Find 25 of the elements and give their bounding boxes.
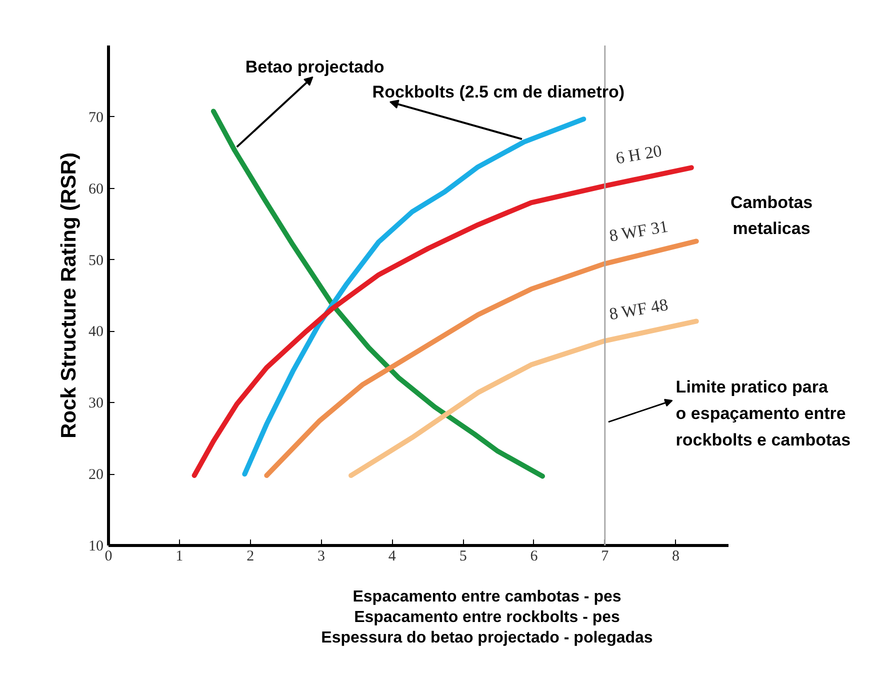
text: Rockbolts (2.5 cm de diametro) bbox=[372, 82, 625, 102]
text: 8 WF 48 bbox=[608, 294, 670, 324]
x-tick-label: 7 bbox=[601, 548, 610, 564]
text: Cambotas metalicas bbox=[730, 193, 813, 238]
x-tick-label: 1 bbox=[176, 548, 184, 564]
ref-line-label: Limite pratico para o espaçamento entre rockbolts e cambotas bbox=[676, 378, 851, 450]
x-tick-label: 5 bbox=[459, 548, 467, 564]
text: Betao projectado bbox=[245, 57, 384, 76]
y-tick-label: 50 bbox=[88, 252, 104, 269]
y-tick-label: 60 bbox=[88, 181, 104, 198]
x-tick-label: 4 bbox=[388, 548, 396, 564]
text: 8 WF 31 bbox=[608, 216, 670, 246]
x-axis-title: Espacamento entre cambotas - pes Espacamento entre rockbolts - pes Espessura do betao projectado - polegadas bbox=[321, 588, 653, 646]
y-tick-label: 30 bbox=[88, 396, 104, 412]
text: 6 H 20 bbox=[614, 141, 664, 168]
x-tick-label: 8 bbox=[672, 548, 680, 564]
y-tick-label: 40 bbox=[88, 324, 104, 340]
y-tick-label: 10 bbox=[88, 538, 104, 554]
x-tick-label: 6 bbox=[530, 548, 538, 564]
x-tick-label: 2 bbox=[246, 548, 254, 564]
y-tick-label: 70 bbox=[88, 110, 104, 126]
x-tick-label: 3 bbox=[317, 548, 325, 564]
x-tick-label: 0 bbox=[104, 548, 112, 564]
y-tick-label: 20 bbox=[88, 467, 104, 484]
y-axis-title: Rock Structure Rating (RSR) bbox=[58, 152, 80, 438]
